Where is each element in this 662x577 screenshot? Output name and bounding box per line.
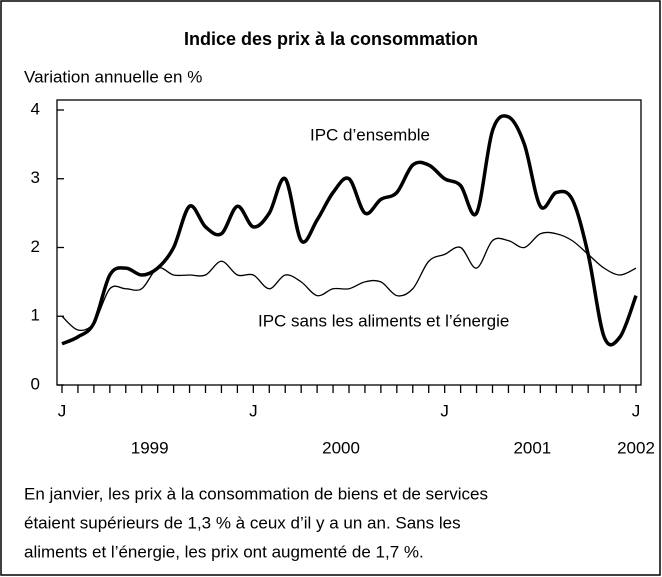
- year-label: 2002: [617, 438, 655, 457]
- year-label: 1999: [131, 438, 169, 457]
- note-line: aliments et l’énergie, les prix ont augm…: [24, 542, 424, 561]
- note-line: étaient supérieurs de 1,3 % à ceux d’il …: [24, 513, 461, 532]
- year-label: 2000: [322, 438, 360, 457]
- y-tick-label: 3: [31, 168, 40, 187]
- chart-title: Indice des prix à la consommation: [184, 29, 478, 49]
- y-tick-label: 4: [31, 99, 40, 118]
- x-tick-label: J: [440, 401, 449, 420]
- y-tick-label: 1: [31, 306, 40, 325]
- x-tick-label: J: [632, 401, 641, 420]
- series-line: [61, 114, 638, 347]
- series-line: [61, 231, 637, 332]
- x-tick-label: J: [249, 401, 258, 420]
- x-tick-label: J: [58, 401, 67, 420]
- y-axis-label: Variation annuelle en %: [24, 67, 202, 86]
- series-label: IPC sans les aliments et l’énergie: [258, 311, 509, 330]
- series-label: IPC d’ensemble: [310, 125, 430, 144]
- y-tick-label: 2: [31, 237, 40, 256]
- y-tick-label: 0: [31, 374, 40, 393]
- year-label: 2001: [513, 438, 551, 457]
- note-line: En janvier, les prix à la consommation d…: [24, 484, 488, 503]
